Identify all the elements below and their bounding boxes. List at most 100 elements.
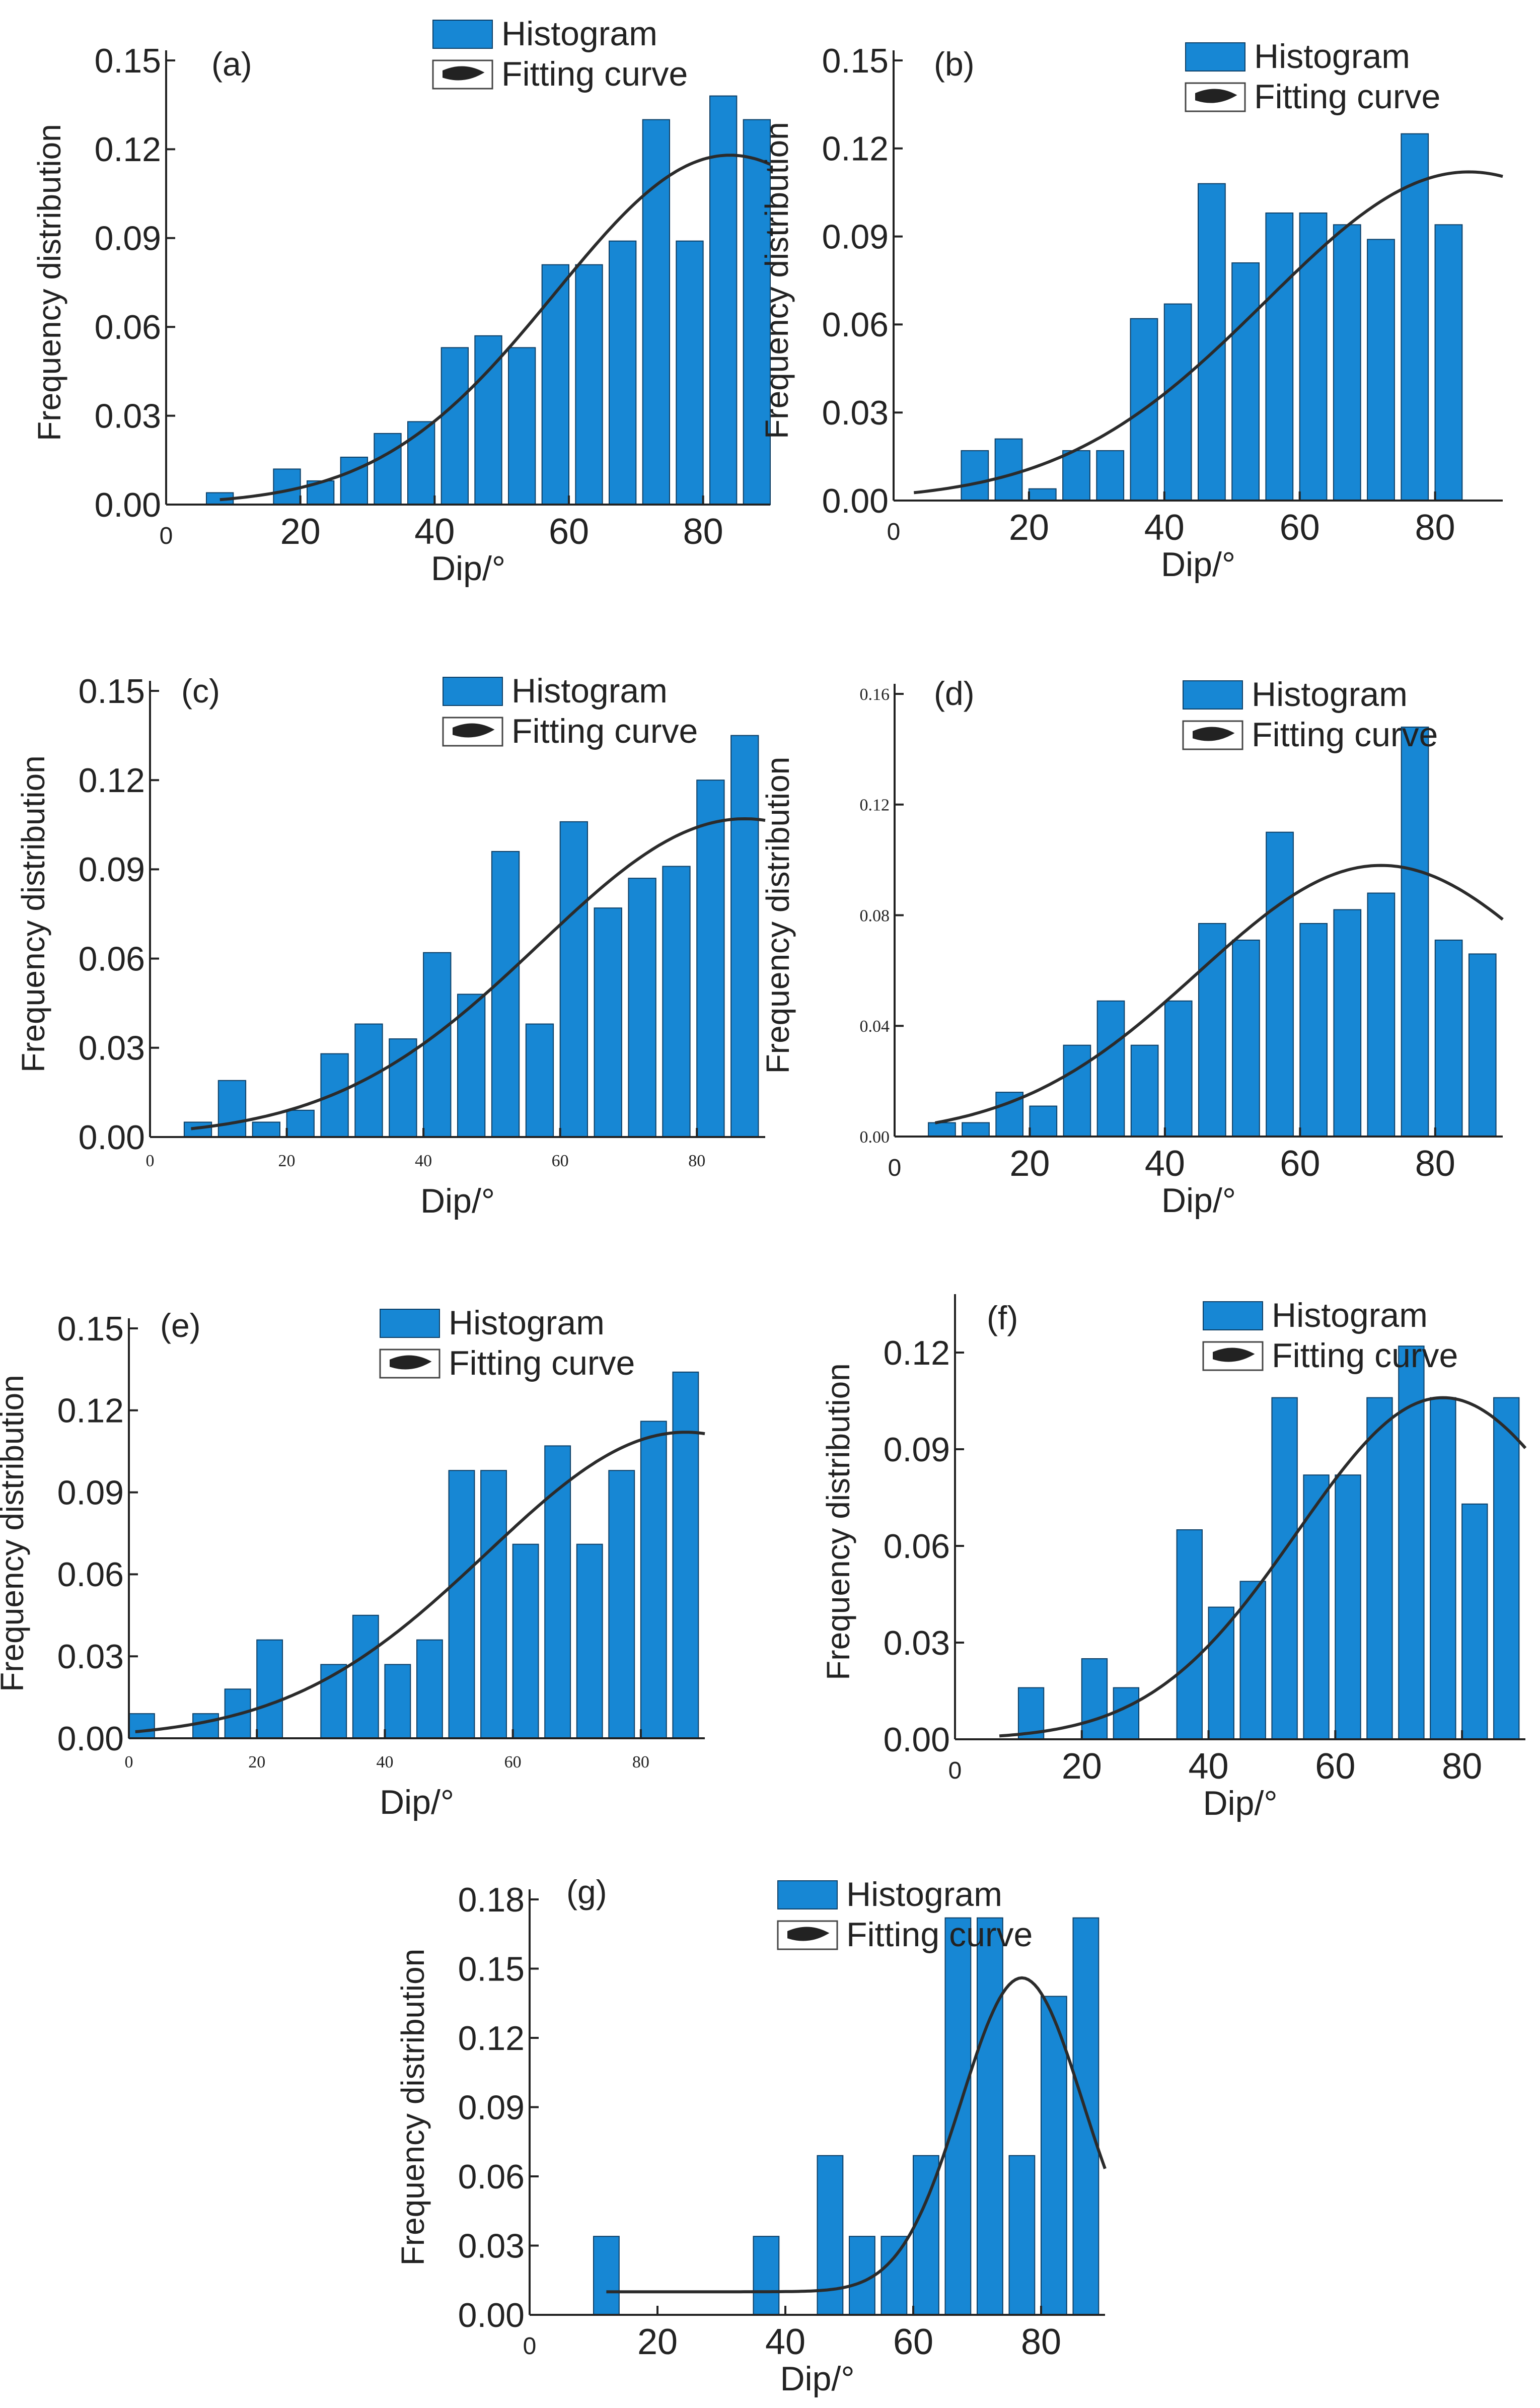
histogram-bar <box>559 821 588 1138</box>
x-tick-label: 20 <box>278 1152 296 1170</box>
legend-histogram-label: Histogram <box>511 672 668 710</box>
histogram-bar <box>1271 1397 1298 1740</box>
histogram-bar <box>1029 1105 1058 1138</box>
y-axis-title: Frequency distribution <box>759 122 795 439</box>
fitting-curve-line <box>913 170 1503 494</box>
histogram-bar <box>407 421 435 505</box>
legend-curve-label: Fitting curve <box>1254 78 1440 116</box>
histogram-bar <box>730 735 759 1138</box>
x-tick-label: 40 <box>1189 1746 1229 1787</box>
x-tick-label: 80 <box>1442 1746 1482 1787</box>
y-tick-label: 0.06 <box>822 306 889 344</box>
legend-histogram-swatch <box>1203 1301 1263 1330</box>
histogram-bar <box>994 438 1023 502</box>
legend-curve-swatch <box>443 66 485 81</box>
chart-panel-e: 0.00 0.03 0.06 0.09 0.12 0.15 0 20 40 60 80 Dip/° Fr… <box>0 1304 705 1821</box>
x-axis-title: Dip/° <box>380 1783 454 1821</box>
histogram-bar <box>1430 1397 1456 1740</box>
y-tick-label: 0.03 <box>79 1029 145 1068</box>
x-tick-label: 40 <box>414 512 455 552</box>
legend-histogram-label: Histogram <box>846 1875 1002 1914</box>
histogram-bar <box>1366 1397 1393 1740</box>
histogram-bar <box>217 1080 247 1138</box>
histogram-bar <box>448 1470 475 1739</box>
histogram-bar <box>491 851 520 1138</box>
x-axis-title: Dip/° <box>1203 1784 1277 1822</box>
histogram-bar <box>962 1122 990 1137</box>
histogram-bar <box>1303 1474 1330 1740</box>
histogram-bar <box>1072 1917 1099 2316</box>
y-tick-label: 0.15 <box>822 42 889 80</box>
y-tick-label: 0.15 <box>95 42 161 80</box>
legend-histogram-label: Histogram <box>1272 1296 1428 1334</box>
histogram-bar <box>1232 939 1260 1137</box>
x-tick-label: 0 <box>146 1152 155 1170</box>
x-axis-title: Dip/° <box>420 1182 495 1220</box>
x-tick-label: 40 <box>376 1753 393 1772</box>
histogram-bar <box>441 347 469 505</box>
x-tick-label: 80 <box>1415 1144 1455 1184</box>
legend-curve-label: Fitting curve <box>449 1344 635 1382</box>
x-tick-label: 20 <box>248 1753 265 1772</box>
legend-curve-label: Fitting curve <box>1252 716 1438 754</box>
y-tick-label: 0.09 <box>79 851 145 889</box>
legend-curve-label: Fitting curve <box>501 55 688 93</box>
legend-histogram-label: Histogram <box>1252 675 1408 714</box>
histogram-bar <box>1096 450 1125 501</box>
x-tick-label: 60 <box>1315 1746 1355 1787</box>
y-tick-label: 0.12 <box>822 130 889 168</box>
y-tick-label: 0.00 <box>884 1721 950 1759</box>
histogram-bar <box>1335 1474 1361 1740</box>
y-tick-label: 0.00 <box>822 482 889 520</box>
panel-label: (f) <box>987 1299 1018 1336</box>
histogram-bar <box>480 1470 507 1739</box>
y-tick-label: 0.12 <box>57 1392 124 1430</box>
x-tick-label: 20 <box>1009 508 1049 548</box>
chart-panel-a: 0.00 0.03 0.06 0.09 0.12 0.15 0 20 40 60 80 Dip/° Fr… <box>31 15 771 588</box>
histogram-bar <box>696 780 725 1138</box>
x-tick-label: 80 <box>688 1152 705 1170</box>
x-tick-label: 80 <box>683 512 723 552</box>
histogram-bar <box>1063 1044 1091 1138</box>
y-tick-label: 0.00 <box>95 486 161 524</box>
histogram-bar <box>1130 1044 1159 1138</box>
fitting-curve-line <box>191 817 766 1130</box>
y-axis-title: Frequency distribution <box>0 1375 30 1692</box>
x-tick-label: 60 <box>504 1753 522 1772</box>
histogram-bar <box>977 1917 1003 2316</box>
y-tick-label: 0.12 <box>860 796 890 815</box>
y-axis-title: Frequency distribution <box>395 1949 431 2266</box>
chart-panel-g: 0.00 0.03 0.06 0.09 0.12 0.15 0.18 0 20 40 60 80 Dip… <box>395 1873 1107 2398</box>
panel-label: (g) <box>566 1873 607 1910</box>
histogram-bar <box>1198 923 1226 1137</box>
legend-histogram-swatch <box>443 677 503 706</box>
x-tick-label: 60 <box>1280 1144 1320 1184</box>
histogram-bar <box>1468 953 1497 1137</box>
y-axis-title: Frequency distribution <box>820 1363 856 1680</box>
y-tick-label: 0.00 <box>57 1720 124 1758</box>
chart-panel-b: 0.00 0.03 0.06 0.09 0.12 0.15 0 20 40 60 80 Dip/° Fr… <box>759 37 1503 584</box>
histogram-bar <box>594 907 622 1138</box>
legend-histogram-label: Histogram <box>501 15 657 53</box>
legend-histogram-swatch <box>777 1880 838 1909</box>
legend-histogram-swatch <box>380 1309 440 1338</box>
histogram-bar <box>1198 183 1226 502</box>
histogram-bar <box>628 878 656 1138</box>
y-tick-label: 0.09 <box>822 218 889 256</box>
y-tick-label: 0.18 <box>458 1881 525 1919</box>
histogram-bar <box>1113 1687 1140 1740</box>
legend-histogram-label: Histogram <box>449 1304 605 1342</box>
histogram-bar <box>416 1639 443 1739</box>
histogram-bar <box>1401 133 1429 501</box>
y-tick-label: 0.06 <box>458 2158 525 2196</box>
histogram-bar <box>286 1109 315 1138</box>
x-tick-label: 80 <box>1021 2322 1061 2362</box>
legend-curve-label: Fitting curve <box>1272 1336 1458 1375</box>
histogram-bar <box>1367 239 1395 501</box>
histogram-bar <box>1299 212 1328 501</box>
